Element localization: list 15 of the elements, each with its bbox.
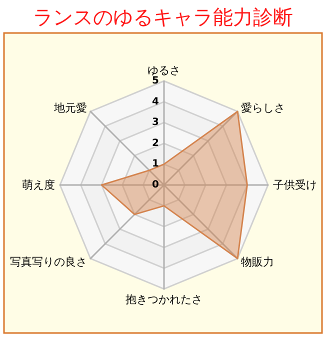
- spoke-label: ゆるさ: [148, 64, 180, 77]
- chart-title: ランスのゆるキャラ能力診断: [33, 5, 293, 29]
- y-tick-label: 0: [152, 180, 160, 190]
- spoke-label: 子供受け: [273, 178, 317, 192]
- y-tick-label: 1: [152, 158, 160, 170]
- spoke-label: 写真写りの良さ: [10, 256, 87, 269]
- y-tick-label: 4: [152, 96, 160, 108]
- y-tick-label: 2: [152, 138, 160, 149]
- y-tick-label: 5: [152, 76, 160, 86]
- spoke-label: 愛らしさ: [241, 101, 286, 114]
- spoke-label: 地元愛: [52, 101, 87, 114]
- spoke-label: 物販力: [241, 256, 274, 269]
- spoke-label: 萌え度: [22, 178, 55, 192]
- spoke-label: 抱きつかれたさ: [126, 293, 202, 306]
- y-tick-label: 3: [152, 117, 160, 128]
